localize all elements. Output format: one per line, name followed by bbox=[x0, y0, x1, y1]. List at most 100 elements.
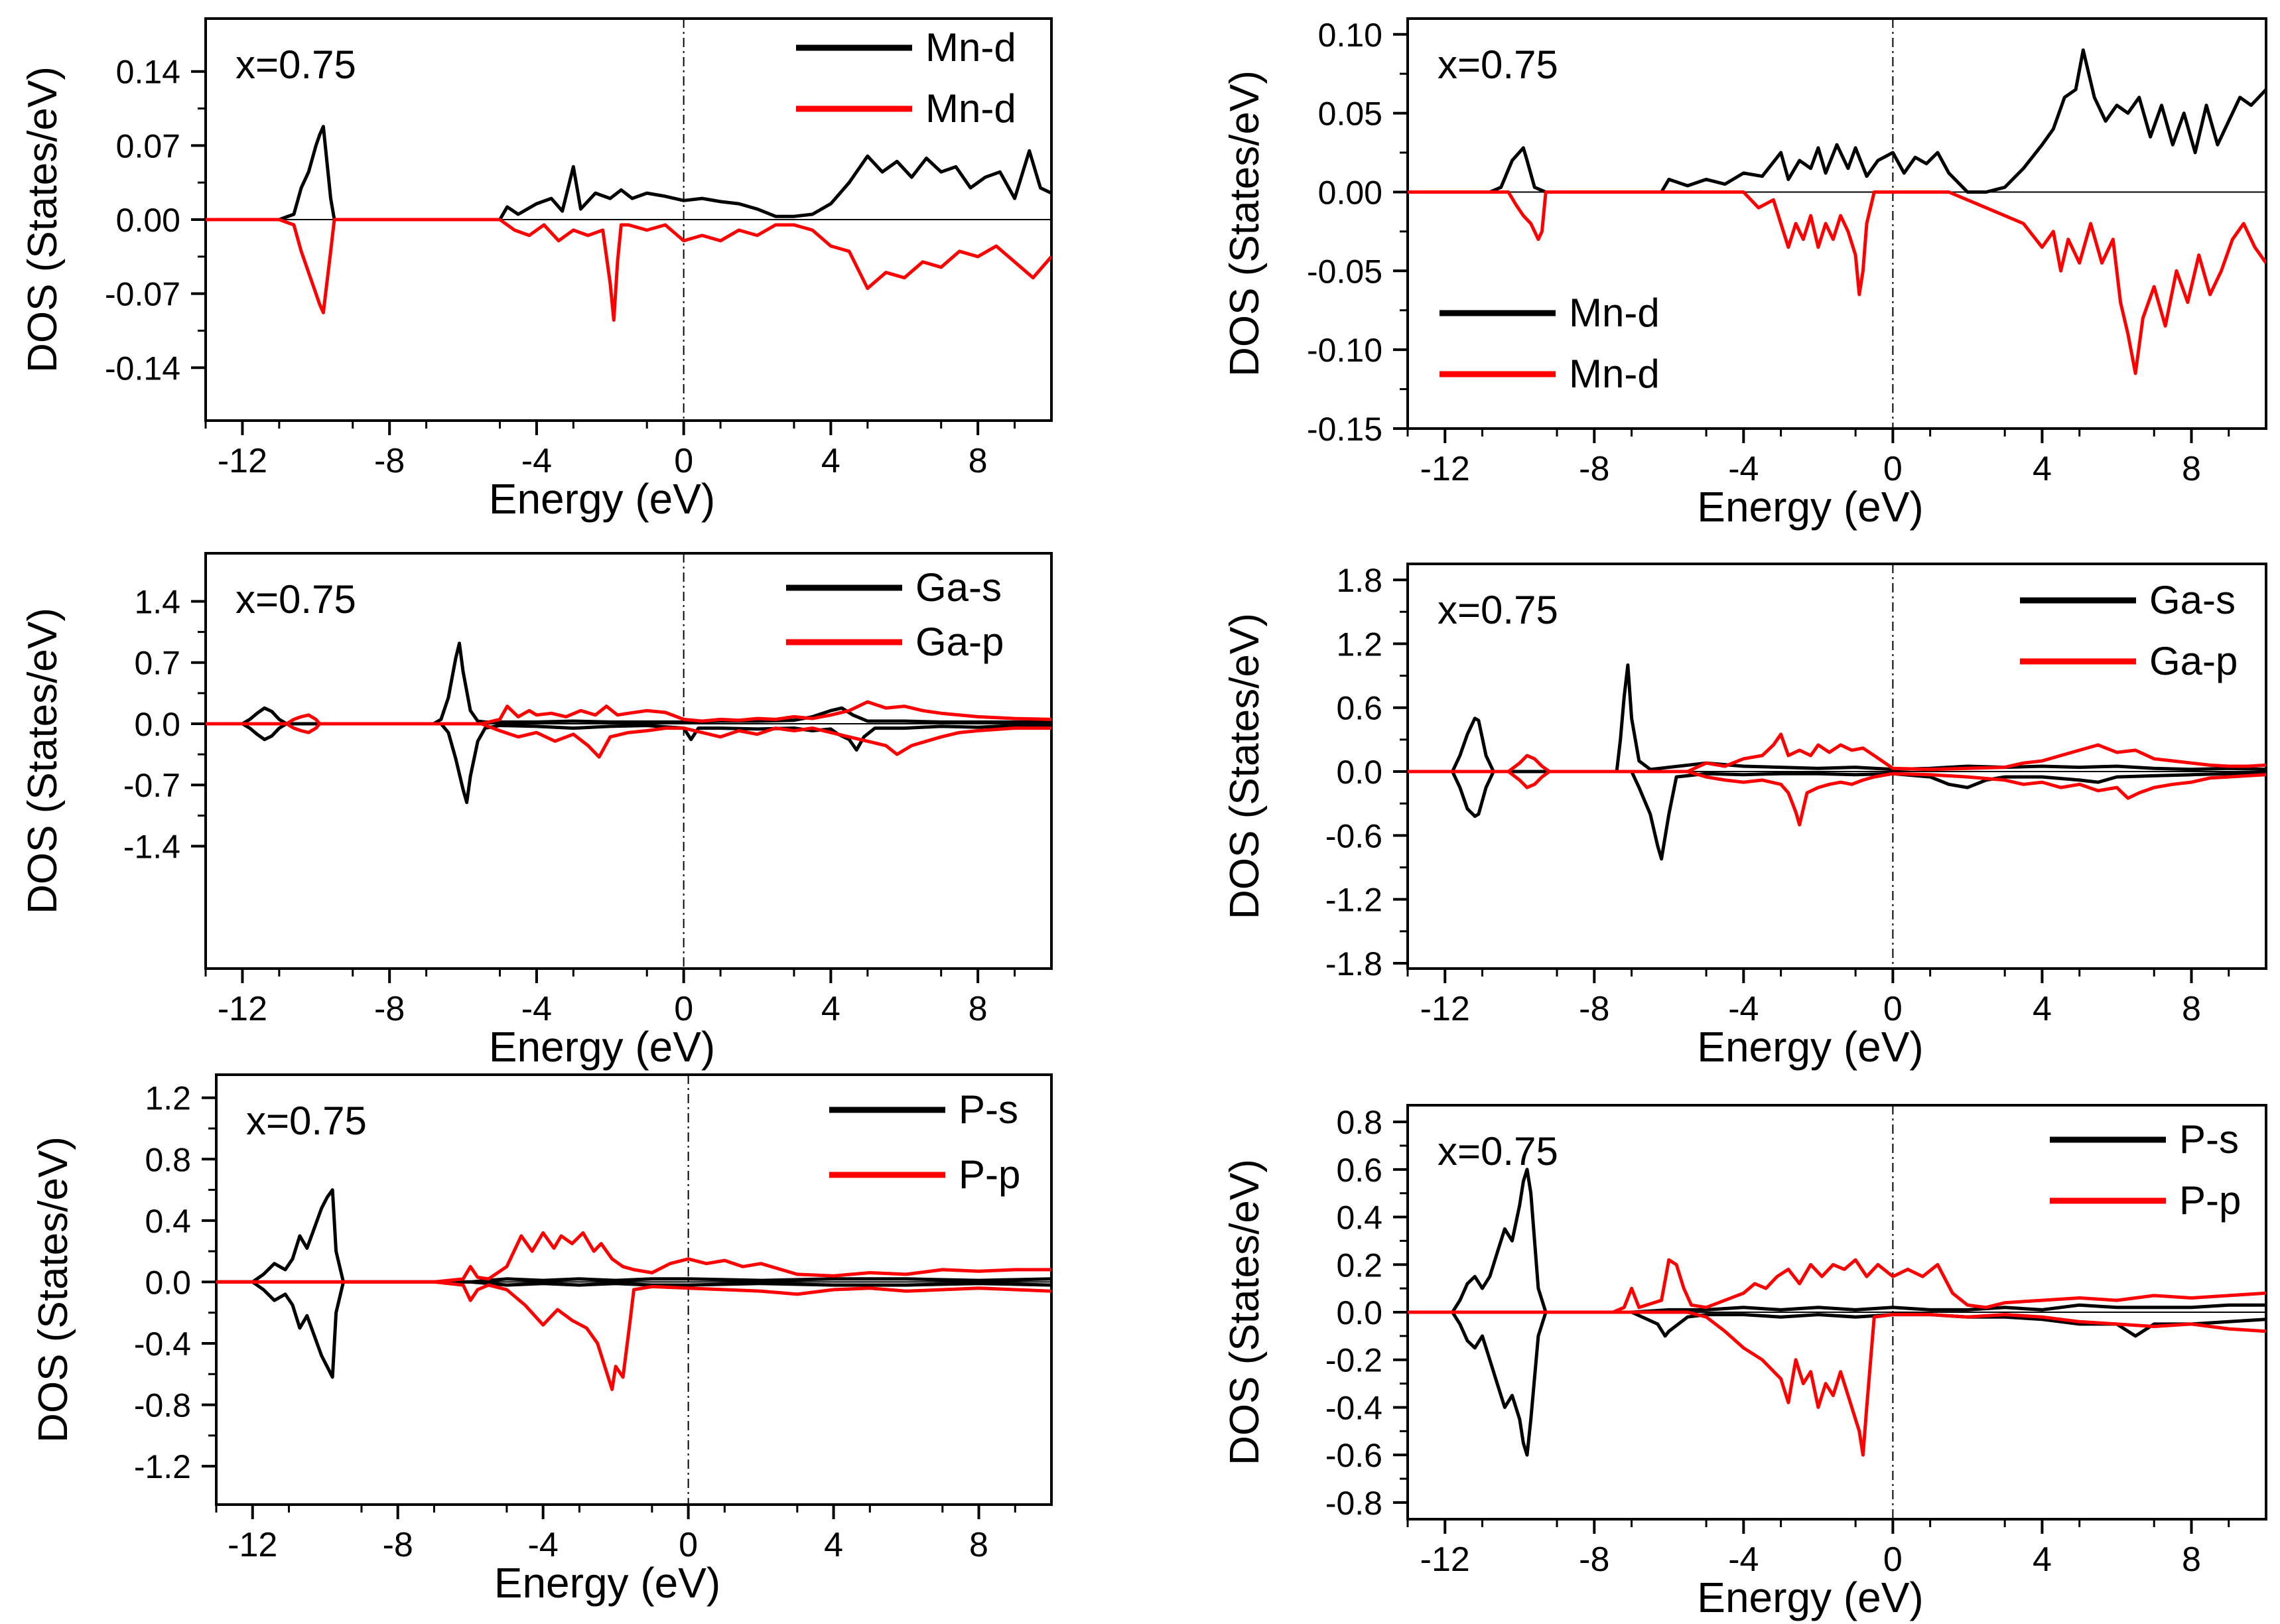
series-group bbox=[216, 1188, 1051, 1391]
y-tick-label: 0.00 bbox=[1318, 174, 1382, 211]
legend-label: Ga-p bbox=[915, 620, 1004, 664]
x-tick-label: -4 bbox=[521, 990, 552, 1028]
y-tick-label: 0.7 bbox=[134, 645, 180, 682]
legend-label: Ga-p bbox=[2149, 639, 2238, 683]
y-tick-label: 0.6 bbox=[1336, 1152, 1382, 1189]
composition-annotation: x=0.75 bbox=[235, 42, 356, 87]
legend-label: P-s bbox=[2179, 1117, 2239, 1162]
y-tick-label: -0.05 bbox=[1307, 253, 1382, 290]
y-tick-label: 0.07 bbox=[116, 127, 180, 165]
series-line-mn-d bbox=[206, 125, 1051, 222]
y-tick-label: 0.4 bbox=[145, 1203, 191, 1240]
series-line-p-s bbox=[216, 1188, 1051, 1284]
y-tick-label: 0.8 bbox=[1336, 1104, 1382, 1141]
y-tick-label: -1.4 bbox=[123, 828, 180, 865]
chart-panel-2: -12 -8 -4 0 4 8 0.10 0.05 0.00 -0.05 -0.10 -0.15 Ene… bbox=[1222, 17, 2267, 531]
x-tick-label: 4 bbox=[821, 442, 840, 480]
x-tick-label: -4 bbox=[521, 442, 552, 480]
y-axis-label: DOS (States/eV) bbox=[31, 1136, 76, 1443]
series-line-ga-s bbox=[1408, 663, 2266, 774]
x-tick-label: -4 bbox=[1728, 450, 1759, 488]
x-tick-label: 4 bbox=[824, 1526, 843, 1564]
series-line-p-s bbox=[1408, 1168, 2266, 1314]
y-axis-label: DOS (States/eV) bbox=[20, 66, 66, 373]
series-line-p-s bbox=[1408, 1310, 2266, 1457]
plot-frame bbox=[1406, 17, 2267, 430]
x-tick-label: 8 bbox=[2182, 450, 2201, 488]
x-axis-label: Energy (eV) bbox=[489, 475, 715, 523]
y-tick-label: 0.0 bbox=[145, 1264, 191, 1301]
x-tick-label: 0 bbox=[1883, 990, 1903, 1028]
legend-label: P-p bbox=[959, 1152, 1020, 1197]
series-group bbox=[1408, 1168, 2266, 1457]
series-line-p-p bbox=[216, 1231, 1051, 1284]
y-tick-label: 0.05 bbox=[1318, 96, 1382, 133]
y-tick-label: -1.2 bbox=[134, 1448, 191, 1485]
x-axis-label: Energy (eV) bbox=[1697, 1574, 1923, 1621]
y-tick-label: 1.8 bbox=[1336, 562, 1382, 599]
x-tick-label: -8 bbox=[1579, 990, 1609, 1028]
x-axis-label: Energy (eV) bbox=[489, 1023, 715, 1071]
y-tick-label: -0.6 bbox=[1325, 817, 1382, 854]
x-tick-label: -4 bbox=[528, 1526, 559, 1564]
composition-annotation: x=0.75 bbox=[246, 1099, 367, 1143]
x-tick-label: -8 bbox=[383, 1526, 413, 1564]
composition-annotation: x=0.75 bbox=[235, 577, 356, 622]
series-line-p-s bbox=[216, 1280, 1051, 1379]
legend-label: Mn-d bbox=[925, 86, 1016, 131]
x-tick-label: 4 bbox=[2033, 990, 2052, 1028]
series-line-ga-s bbox=[206, 722, 1051, 805]
chart-panel-1: -12 -8 -4 0 4 8 0.14 0.07 0.00 -0.07 -0.14 Energy (… bbox=[20, 17, 1053, 523]
x-tick-label: 4 bbox=[2033, 450, 2052, 488]
x-tick-label: 0 bbox=[674, 990, 693, 1028]
series-line-mn-d bbox=[1408, 190, 2266, 375]
y-tick-label: -0.8 bbox=[134, 1387, 191, 1424]
x-tick-label: -8 bbox=[374, 442, 405, 480]
y-axis-label: DOS (States/eV) bbox=[1222, 613, 1268, 919]
series-line-mn-d bbox=[206, 218, 1051, 322]
chart-panel-4: -12 -8 -4 0 4 8 1.8 1.2 0.6 0.0 -0.6 -1.2 -1.8 Energy… bbox=[1222, 562, 2267, 1071]
x-tick-label: -8 bbox=[1579, 1540, 1609, 1579]
legend-label: Mn-d bbox=[925, 25, 1016, 70]
y-tick-label: -0.15 bbox=[1307, 411, 1382, 448]
y-tick-label: 0.0 bbox=[1336, 754, 1382, 791]
y-tick-label: 1.2 bbox=[145, 1080, 191, 1117]
y-tick-label: 0.8 bbox=[145, 1141, 191, 1178]
x-tick-label: -4 bbox=[1728, 1540, 1759, 1579]
x-tick-label: -8 bbox=[374, 990, 405, 1028]
y-tick-label: 0.2 bbox=[1336, 1247, 1382, 1284]
x-tick-label: 8 bbox=[969, 442, 988, 480]
x-axis-label: Energy (eV) bbox=[1697, 1023, 1923, 1071]
y-tick-label: 0.4 bbox=[1336, 1199, 1382, 1237]
y-axis-label: DOS (States/eV) bbox=[1222, 70, 1268, 377]
chart-panel-3: -12 -8 -4 0 4 8 1.4 0.7 0.0 -0.7 -1.4 Energy (eV) DO… bbox=[20, 552, 1053, 1071]
y-tick-label: -1.8 bbox=[1325, 945, 1382, 982]
y-tick-label: -0.4 bbox=[1325, 1389, 1382, 1426]
y-tick-label: 1.4 bbox=[134, 583, 180, 620]
y-tick-label: 0.14 bbox=[116, 54, 180, 91]
x-tick-label: 8 bbox=[969, 1526, 988, 1564]
series-group bbox=[1408, 663, 2266, 861]
composition-annotation: x=0.75 bbox=[1438, 588, 1558, 632]
legend-label: P-s bbox=[959, 1087, 1018, 1132]
series-line-mn-d bbox=[1408, 48, 2266, 194]
series-group bbox=[1408, 48, 2266, 375]
legend-label: Mn-d bbox=[1569, 352, 1660, 396]
composition-annotation: x=0.75 bbox=[1438, 1129, 1558, 1174]
x-tick-label: 4 bbox=[821, 990, 840, 1028]
x-tick-label: 0 bbox=[1883, 450, 1903, 488]
y-tick-label: 0.0 bbox=[134, 706, 180, 743]
x-tick-label: -4 bbox=[1728, 990, 1759, 1028]
legend-label: Ga-s bbox=[915, 565, 1002, 610]
y-tick-label: -0.07 bbox=[105, 276, 180, 313]
y-tick-label: -0.4 bbox=[134, 1325, 191, 1363]
x-axis-label: Energy (eV) bbox=[1697, 483, 1923, 531]
legend-label: Mn-d bbox=[1569, 291, 1660, 335]
series-line-p-p bbox=[1408, 1310, 2266, 1457]
composition-annotation: x=0.75 bbox=[1438, 42, 1558, 87]
x-tick-label: 0 bbox=[1883, 1540, 1903, 1579]
x-tick-label: -12 bbox=[228, 1526, 277, 1564]
y-tick-label: -1.2 bbox=[1325, 882, 1382, 919]
series-line-p-p bbox=[1408, 1258, 2266, 1314]
